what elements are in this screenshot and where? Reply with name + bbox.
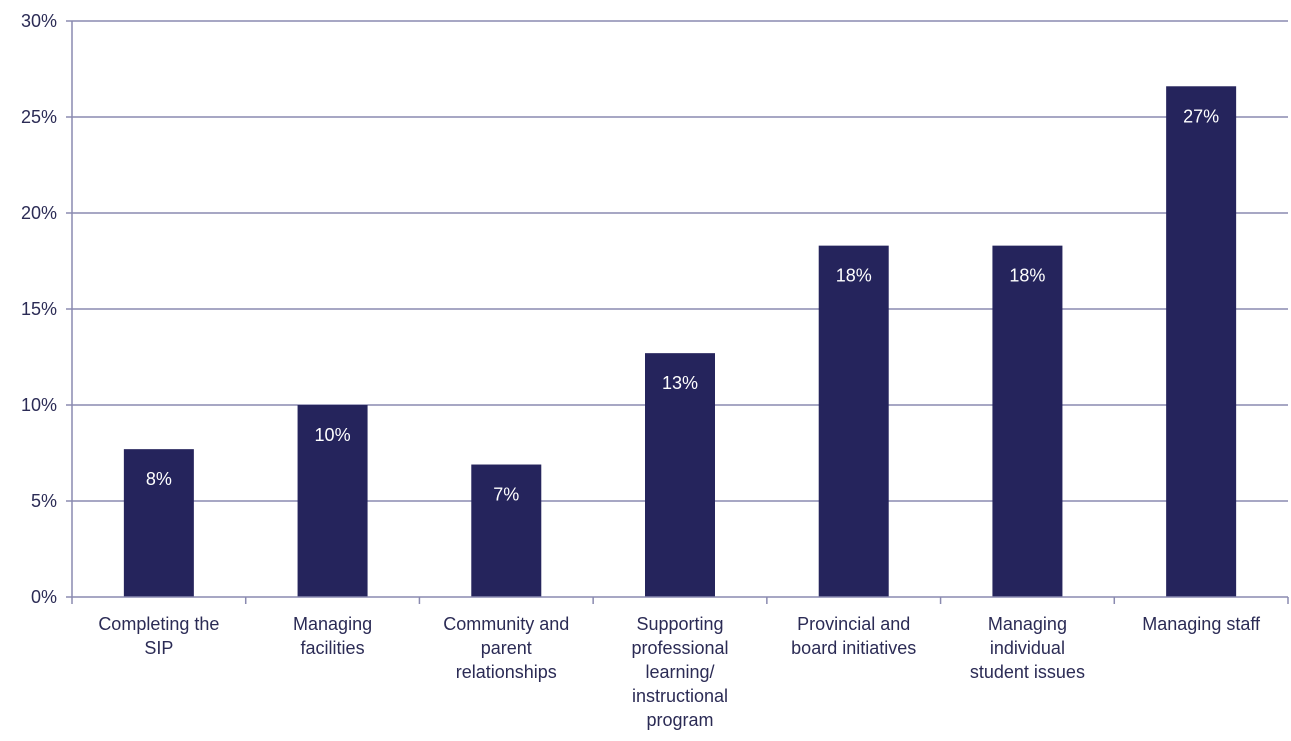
data-label: 7% [493,485,519,505]
category-label: board initiatives [791,638,916,658]
gridlines [72,20,1288,502]
y-axis-tick-labels: 0% 5% 10% 15% 20% 25% 30% [21,11,72,607]
category-label: parent [481,638,532,658]
y-tick-label: 15% [21,299,57,319]
category-label: Supporting [636,614,723,634]
y-tick-label: 20% [21,203,57,223]
data-label: 18% [836,266,872,286]
category-label: instructional [632,686,728,706]
data-label: 27% [1183,106,1219,126]
y-tick-label: 30% [21,11,57,31]
bar [1166,86,1237,597]
category-labels: Completing the SIP Managing facilities Commu… [98,614,1261,730]
bar [471,464,542,597]
data-label: 18% [1009,266,1045,286]
bar [123,449,194,597]
data-label: 13% [662,373,698,393]
x-axis [71,21,1289,604]
category-label: Managing staff [1142,614,1261,634]
category-label: individual [990,638,1065,658]
bar [992,245,1063,597]
y-tick-label: 0% [31,587,57,607]
bar [818,245,889,597]
data-label: 10% [315,425,351,445]
category-label: program [646,710,713,730]
bars [123,86,1237,597]
category-label: Managing [988,614,1067,634]
y-tick-label: 10% [21,395,57,415]
category-label: relationships [456,662,557,682]
category-label: facilities [301,638,365,658]
category-label: Provincial and [797,614,910,634]
data-label: 8% [146,469,172,489]
category-label: Managing [293,614,372,634]
category-label: learning/ [645,662,714,682]
category-label: SIP [144,638,173,658]
bar [297,405,368,597]
category-label: professional [631,638,728,658]
data-labels: 8% 10% 7% 13% 18% 18% 27% [146,106,1219,504]
category-label: Community and [443,614,569,634]
y-tick-label: 5% [31,491,57,511]
y-tick-label: 25% [21,107,57,127]
category-label: Completing the [98,614,219,634]
category-label: student issues [970,662,1085,682]
bar [645,353,715,597]
